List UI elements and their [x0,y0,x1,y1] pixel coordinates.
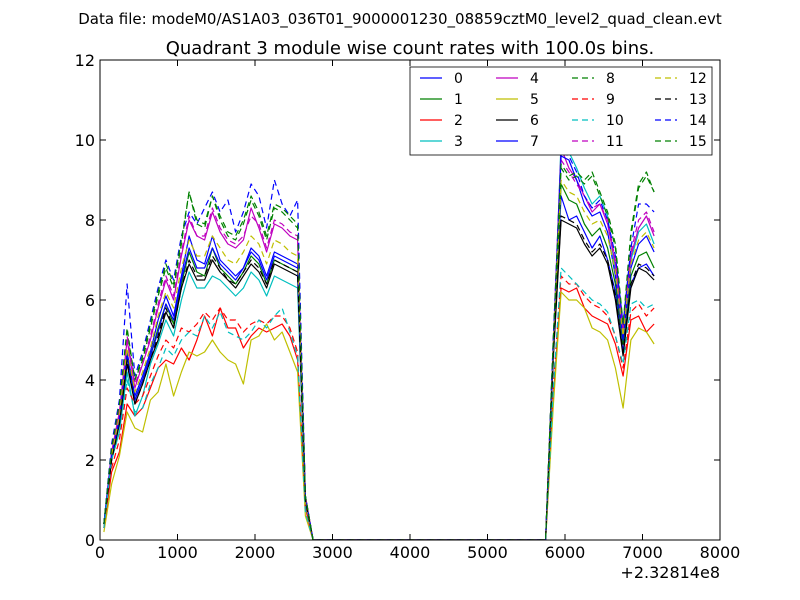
series-line-6 [103,219,655,540]
x-tick-label: 2000 [235,543,276,562]
series-line-8 [103,167,655,540]
x-tick-label: 4000 [390,543,431,562]
series-line-0 [103,195,655,540]
series-line-1 [103,183,655,540]
legend-label-9: 9 [606,92,615,108]
x-tick-label: 5000 [467,543,508,562]
axis-ticks: 0 1000 2000 3000 4000 5000 6000 7000 80000246810… [75,51,741,562]
series-line-14 [103,151,655,540]
x-tick-label: 1000 [157,543,198,562]
y-tick-label: 0 [85,531,95,550]
y-tick-label: 8 [85,211,95,230]
chart-title: Quadrant 3 module wise count rates with … [166,38,655,59]
legend-label-7: 7 [530,134,539,150]
legend-label-10: 10 [606,113,624,129]
legend-label-8: 8 [606,71,615,87]
legend-label-14: 14 [689,113,707,129]
x-axis-offset-label: +2.32814e8 [620,563,720,582]
legend-label-3: 3 [454,134,463,150]
x-tick-label: 0 [95,543,105,562]
series-layer [103,139,655,540]
y-tick-label: 10 [75,131,95,150]
series-line-10 [103,267,655,540]
y-tick-label: 2 [85,451,95,470]
legend-label-13: 13 [689,92,707,108]
x-tick-label: 7000 [622,543,663,562]
x-tick-label: 3000 [312,543,353,562]
series-line-5 [103,291,655,540]
legend-label-11: 11 [606,134,624,150]
series-line-9 [103,275,655,540]
x-tick-label: 6000 [545,543,586,562]
data-file-header: Data file: modeM0/AS1A03_036T01_90000012… [78,10,722,29]
legend-label-12: 12 [689,71,707,87]
legend-label-5: 5 [530,92,539,108]
series-line-2 [103,287,655,540]
series-line-13 [103,215,655,540]
series-line-7 [103,155,655,540]
series-line-11 [103,159,655,540]
y-tick-label: 6 [85,291,95,310]
legend-label-15: 15 [689,134,707,150]
x-tick-label: 8000 [700,543,741,562]
legend-label-4: 4 [530,71,539,87]
legend-label-6: 6 [530,113,539,129]
y-tick-label: 4 [85,371,95,390]
series-line-15 [103,163,655,540]
legend-label-2: 2 [454,113,463,129]
y-tick-label: 12 [75,51,95,70]
legend-frame [409,66,713,156]
legend-label-1: 1 [454,92,463,108]
legend-label-0: 0 [454,71,463,87]
series-line-3 [103,139,655,540]
